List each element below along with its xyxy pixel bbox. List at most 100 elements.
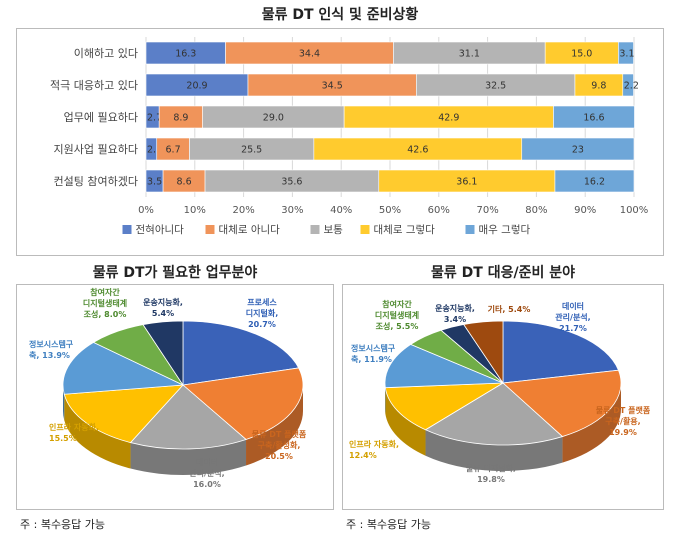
pie-label: 참여자간 xyxy=(382,299,412,309)
value-label: 9.8 xyxy=(591,81,606,92)
pie-label: 디지털생태계 xyxy=(83,298,127,308)
legend-label: 대체로 아니다 xyxy=(219,224,281,236)
pie-side xyxy=(246,385,303,466)
pie-label: 기타, 5.4% xyxy=(488,304,531,314)
value-label: 34.4 xyxy=(299,49,320,60)
value-label: 42.6 xyxy=(407,145,428,156)
bar-segment xyxy=(521,137,635,161)
pie-side xyxy=(562,383,621,463)
pie-label: 데이터 xyxy=(196,457,218,467)
pie-label: 구축/활성화, xyxy=(258,440,301,450)
value-label: 2.7 xyxy=(147,113,162,124)
pie-label: 물류 디지털화, xyxy=(466,463,516,473)
x-tick-label: 70% xyxy=(476,205,498,216)
legend-label: 전혀아니다 xyxy=(136,224,185,236)
pie-label: 19.8% xyxy=(477,475,505,484)
value-label: 6.7 xyxy=(166,145,181,156)
pie-slice xyxy=(502,369,622,438)
legend-swatch xyxy=(360,225,370,234)
left-pie-note: 주 : 복수응답 가능 xyxy=(20,518,106,531)
x-tick-label: 30% xyxy=(281,205,303,216)
pie-label: 20.5% xyxy=(265,452,293,461)
pie-slice xyxy=(463,320,504,385)
pie-slice xyxy=(424,382,564,446)
x-tick-label: 10% xyxy=(184,205,206,216)
pie-slice xyxy=(63,384,184,444)
category-label: 업무에 필요하다 xyxy=(64,110,138,124)
value-label: 2.2 xyxy=(147,145,162,156)
pie-label: 프로세스 xyxy=(247,297,277,307)
pie-label: 20.7% xyxy=(248,320,276,329)
pie-side xyxy=(385,387,426,456)
value-label: 16.2 xyxy=(584,177,605,188)
x-tick-label: 50% xyxy=(379,205,401,216)
pie-label: 관리/분석, xyxy=(555,312,590,322)
legend-label: 매우 그렇다 xyxy=(479,223,531,236)
left-pie-title: 물류 DT가 필요한 업무분야 xyxy=(92,265,258,281)
legend-swatch xyxy=(310,225,320,234)
pie-label: 관리/분석, xyxy=(189,468,224,478)
pie-label: 정보시스템구 xyxy=(29,339,74,349)
pie-label: 구축/활용, xyxy=(605,416,640,426)
pie-label: 조성, 8.0% xyxy=(84,309,127,319)
value-label: 36.1 xyxy=(456,177,477,188)
pie-label: 축, 13.9% xyxy=(29,350,70,360)
x-tick-label: 40% xyxy=(330,205,352,216)
pie-side xyxy=(425,429,563,471)
pie-label: 12.4% xyxy=(349,451,377,460)
legend-swatch xyxy=(205,225,215,234)
x-tick-label: 80% xyxy=(525,205,547,216)
x-tick-label: 20% xyxy=(232,205,254,216)
pie-label: 디지털화, xyxy=(246,308,278,318)
value-label: 15.0 xyxy=(571,49,592,60)
right-pie-note: 주 : 복수응답 가능 xyxy=(346,518,432,531)
value-label: 23 xyxy=(572,145,584,156)
right-pie-frame: 데이터 관리/분석, 21.7% 물류 DT 플랫폼 구축/활용, 19.9% 물류 디지털… xyxy=(342,284,664,510)
top-chart-frame: 0% 10% 20% 30% 40% 50% 60% 70% 80% 90% 100% 이해하고 있다… xyxy=(16,28,664,256)
category-label: 이해하고 있다 xyxy=(74,46,138,60)
bar-segment xyxy=(553,105,635,129)
value-label: 16.6 xyxy=(583,113,604,124)
category-label: 컨설팅 참여하겠다 xyxy=(54,174,138,188)
pie-slice xyxy=(384,382,504,431)
value-label: 32.5 xyxy=(485,81,506,92)
pie-slice xyxy=(129,384,247,450)
pie-label: 인프라 자동화, xyxy=(349,439,399,449)
pie-label: 조성, 5.5% xyxy=(376,321,419,331)
value-label: 8.9 xyxy=(173,113,188,124)
pie-label: 3.4% xyxy=(444,315,466,324)
pie-label: 데이터 xyxy=(562,301,584,311)
x-tick-label: 60% xyxy=(428,205,450,216)
x-tick-label: 100% xyxy=(620,205,649,216)
pie-slice xyxy=(62,341,185,395)
top-chart-title: 물류 DT 인식 및 준비상황 xyxy=(261,7,419,23)
pie-slice xyxy=(384,343,504,389)
value-label: 29.0 xyxy=(263,113,284,124)
value-label: 2.2 xyxy=(624,81,639,92)
value-label: 3.5 xyxy=(147,177,162,188)
pie-label: 정보시스템구 xyxy=(351,343,396,353)
legend-swatch xyxy=(122,225,132,234)
pie-label: 물류 DT 플랫폼 xyxy=(252,429,307,439)
pie-label: 축, 11.9% xyxy=(351,354,392,364)
stacked-bar-chart: 0% 10% 20% 30% 40% 50% 60% 70% 80% 90% 100% 이해하고 있다… xyxy=(50,37,649,236)
pie-side xyxy=(130,439,247,475)
legend-swatch xyxy=(465,225,475,234)
pie-label: 인프라 자동화, xyxy=(49,422,99,432)
category-label: 적극 대응하고 있다 xyxy=(50,78,138,92)
pie-label: 21.7% xyxy=(559,324,587,333)
value-label: 3.1 xyxy=(619,49,634,60)
value-label: 34.5 xyxy=(322,81,343,92)
pie-label: 디지털생태계 xyxy=(375,310,419,320)
pie-label: 16.0% xyxy=(193,480,221,489)
category-label: 지원사업 필요하다 xyxy=(54,142,138,156)
pie-side xyxy=(64,394,131,469)
value-label: 42.9 xyxy=(438,113,459,124)
pie-label: 물류 DT 플랫폼 xyxy=(596,405,651,415)
pie-slice xyxy=(182,367,304,440)
right-pie-title: 물류 DT 대응/준비 분야 xyxy=(431,265,575,281)
bar-segment xyxy=(622,73,634,97)
value-label: 35.6 xyxy=(281,177,302,188)
